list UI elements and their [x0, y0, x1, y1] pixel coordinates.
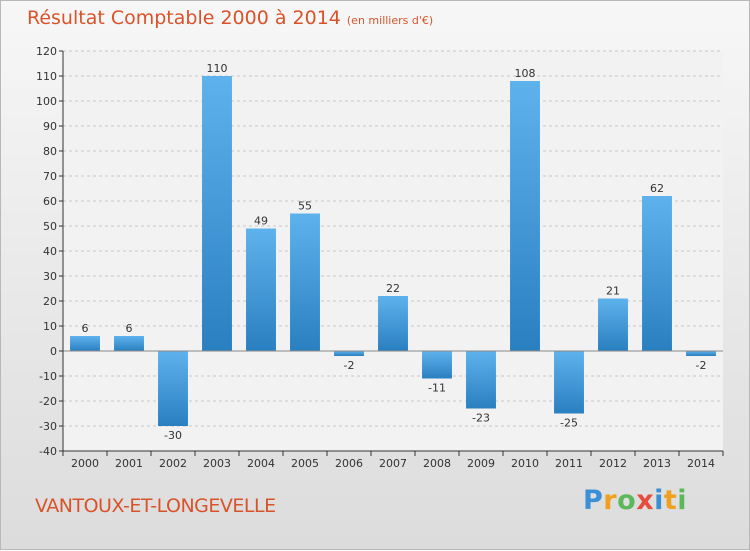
y-tick-label: 60: [43, 195, 57, 208]
proxiti-logo: Proxiti: [583, 485, 687, 516]
logo-letter: i: [654, 485, 664, 516]
y-tick-label: 10: [43, 320, 57, 333]
bar-value-label: 6: [82, 322, 89, 335]
x-tick-label: 2011: [555, 457, 583, 470]
bar-value-label: 108: [515, 67, 536, 80]
x-tick-label: 2013: [643, 457, 671, 470]
bar: [466, 351, 496, 409]
y-tick-label: -40: [39, 445, 57, 458]
y-tick-label: 80: [43, 145, 57, 158]
y-tick-label: -10: [39, 370, 57, 383]
bar: [70, 336, 100, 351]
logo-letter: P: [583, 485, 604, 516]
bar: [246, 228, 276, 351]
y-tick-label: 50: [43, 220, 57, 233]
bar: [114, 336, 144, 351]
y-tick-label: 0: [50, 345, 57, 358]
commune-name: VANTOUX-ET-LONGEVELLE: [35, 495, 276, 517]
bar-value-label: 21: [606, 285, 620, 298]
y-tick-label: 30: [43, 270, 57, 283]
x-tick-label: 2006: [335, 457, 363, 470]
bar-value-label: 6: [126, 322, 133, 335]
y-tick-label: 110: [36, 70, 57, 83]
x-tick-label: 2009: [467, 457, 495, 470]
bar-value-label: -30: [164, 429, 182, 442]
bar-value-label: 49: [254, 215, 268, 228]
bar-value-label: 55: [298, 200, 312, 213]
x-tick-label: 2005: [291, 457, 319, 470]
bar: [334, 351, 364, 356]
bar-value-label: -11: [428, 382, 446, 395]
y-tick-label: -20: [39, 395, 57, 408]
x-tick-label: 2001: [115, 457, 143, 470]
chart-title-text: Résultat Comptable 2000 à 2014: [27, 7, 341, 29]
bar-value-label: 110: [207, 62, 228, 75]
chart-subtitle: (en milliers d'€): [346, 14, 434, 27]
x-tick-label: 2004: [247, 457, 275, 470]
bar: [686, 351, 716, 356]
bar: [642, 196, 672, 351]
bar: [598, 298, 628, 351]
y-tick-label: 90: [43, 120, 57, 133]
bar-value-label: 22: [386, 282, 400, 295]
bar-value-label: -2: [344, 359, 355, 372]
bar-value-label: 62: [650, 182, 664, 195]
bar: [158, 351, 188, 426]
chart-title: Résultat Comptable 2000 à 2014 (en millie…: [27, 7, 433, 29]
x-tick-label: 2007: [379, 457, 407, 470]
x-tick-label: 2012: [599, 457, 627, 470]
bar: [422, 351, 452, 379]
bar: [554, 351, 584, 414]
logo-letter: t: [663, 485, 678, 516]
logo-letter: i: [677, 485, 688, 516]
y-tick-label: 20: [43, 295, 57, 308]
bar: [378, 296, 408, 351]
x-tick-label: 2008: [423, 457, 451, 470]
x-tick-label: 2010: [511, 457, 539, 470]
x-tick-label: 2000: [71, 457, 99, 470]
logo-letter: x: [636, 485, 655, 516]
bar: [290, 213, 320, 351]
bar: [202, 76, 232, 351]
y-tick-label: 70: [43, 170, 57, 183]
logo-letter: o: [617, 485, 637, 516]
y-tick-label: -30: [39, 420, 57, 433]
x-tick-label: 2002: [159, 457, 187, 470]
x-tick-label: 2014: [687, 457, 715, 470]
bar-value-label: -2: [696, 359, 707, 372]
y-tick-label: 120: [36, 45, 57, 58]
bar: [510, 81, 540, 351]
y-tick-label: 100: [36, 95, 57, 108]
x-tick-label: 2003: [203, 457, 231, 470]
y-tick-label: 40: [43, 245, 57, 258]
bar-value-label: -25: [560, 417, 578, 430]
bar-value-label: -23: [472, 412, 490, 425]
logo-letter: r: [603, 485, 618, 516]
